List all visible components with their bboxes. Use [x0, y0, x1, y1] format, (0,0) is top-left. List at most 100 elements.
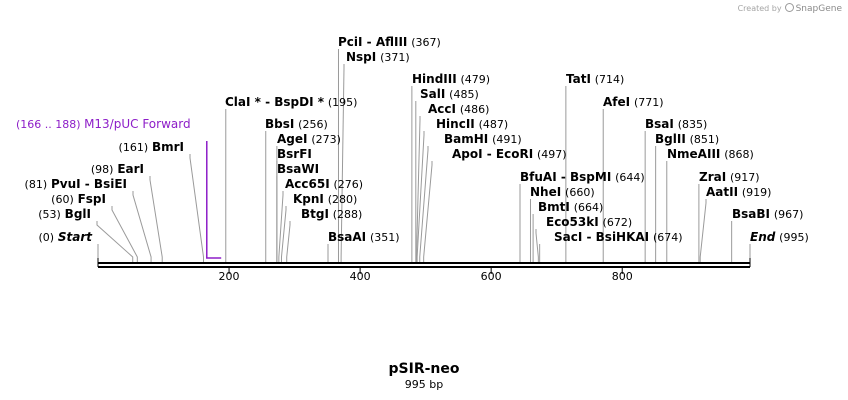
site-label-eco53ki[interactable]: Eco53kI (672) — [546, 215, 632, 229]
site-name: BmtI — [538, 200, 570, 214]
site-label-hincii[interactable]: HincII (487) — [436, 117, 508, 131]
site-label-aatii[interactable]: AatII (919) — [706, 185, 771, 199]
site-label-bsawi[interactable]: BsaWI — [277, 162, 319, 176]
site-label-pcii-afliii[interactable]: PciI - AflIII (367) — [338, 35, 441, 49]
site-label-acc65i[interactable]: Acc65I (276) — [285, 177, 363, 191]
primer-name: M13/pUC Forward — [84, 117, 191, 131]
site-name: AatII — [706, 185, 738, 199]
site-label-apoi-ecori[interactable]: ApoI - EcoRI (497) — [452, 147, 567, 161]
site-name: ClaI * - BspDI * — [225, 95, 325, 109]
site-position: (161) — [119, 141, 149, 154]
site-label-kpni[interactable]: KpnI (280) — [293, 192, 357, 206]
site-label-bamhi[interactable]: BamHI (491) — [444, 132, 522, 146]
site-label-pvui-bsiei[interactable]: (81) PvuI - BsiEI — [25, 177, 127, 191]
site-name: BglII — [655, 132, 686, 146]
leader-line-bgli — [96, 221, 134, 263]
site-position: (81) — [25, 178, 48, 191]
primer-label[interactable]: (166 .. 188) M13/pUC Forward — [16, 117, 191, 131]
leader-lines — [96, 49, 751, 263]
site-label-nmeaiii[interactable]: NmeAIII (868) — [667, 147, 754, 161]
leader-line-apoi-ecori — [423, 161, 433, 263]
site-position: (256) — [298, 118, 328, 131]
leader-line-acc65i — [278, 191, 284, 263]
axis-tick-label: 800 — [612, 270, 633, 283]
credit-brand: SnapGene — [795, 4, 842, 14]
site-name: SalI — [420, 87, 445, 101]
site-label-saci-bsihkai[interactable]: SacI - BsiHKAI (674) — [554, 230, 683, 244]
site-name: NmeAIII — [667, 147, 720, 161]
leader-line-eco53ki — [535, 229, 539, 263]
site-position: (195) — [328, 96, 358, 109]
axis-tick-label: 600 — [481, 270, 502, 283]
leader-line-btgi — [286, 221, 291, 263]
site-label-bfuai-bspmi[interactable]: BfuAI - BspMI (644) — [520, 170, 645, 184]
site-label-nspi[interactable]: NspI (371) — [346, 50, 410, 64]
site-label-start[interactable]: (0) Start — [38, 230, 93, 244]
site-label-bglii[interactable]: BglII (851) — [655, 132, 719, 146]
site-label-bsabi[interactable]: BsaBI (967) — [732, 207, 803, 221]
site-position: (672) — [603, 216, 633, 229]
site-label-bsrfi[interactable]: BsrFI — [277, 147, 312, 161]
site-name: TatI — [566, 72, 591, 86]
plasmid-name: pSIR-neo — [388, 361, 460, 377]
site-label-tati[interactable]: TatI (714) — [566, 72, 624, 86]
site-name: Start — [58, 230, 93, 244]
site-label-afei[interactable]: AfeI (771) — [603, 95, 664, 109]
site-position: (479) — [461, 73, 491, 86]
site-label-bgli[interactable]: (53) BglI — [38, 207, 91, 221]
site-position: (674) — [653, 231, 683, 244]
site-position: (917) — [730, 171, 760, 184]
site-name: BamHI — [444, 132, 488, 146]
site-label-bmti[interactable]: BmtI (664) — [538, 200, 603, 214]
site-label-agei[interactable]: AgeI (273) — [277, 132, 341, 146]
site-label-nhei[interactable]: NheI (660) — [530, 185, 595, 199]
site-label-zrai[interactable]: ZraI (917) — [699, 170, 760, 184]
site-name: SacI - BsiHKAI — [554, 230, 649, 244]
site-name: HincII — [436, 117, 475, 131]
site-name: AfeI — [603, 95, 630, 109]
site-label-clai-bspdi[interactable]: ClaI * - BspDI * (195) — [225, 95, 357, 109]
site-name: PvuI - BsiEI — [51, 177, 127, 191]
site-name: PciI - AflIII — [338, 35, 407, 49]
site-label-eari[interactable]: (98) EarI — [91, 162, 144, 176]
site-label-hindiii[interactable]: HindIII (479) — [412, 72, 490, 86]
site-label-bbsi[interactable]: BbsI (256) — [265, 117, 328, 131]
site-name: HindIII — [412, 72, 457, 86]
site-position: (664) — [574, 201, 604, 214]
leader-line-aatii — [699, 199, 707, 263]
site-name: BsaAI — [328, 230, 366, 244]
site-label-bmri[interactable]: (161) BmrI — [119, 140, 184, 154]
primer-arrow[interactable] — [206, 141, 222, 259]
site-position: (660) — [565, 186, 595, 199]
site-label-end[interactable]: End (995) — [750, 230, 809, 244]
leader-line-nspi — [340, 64, 345, 263]
leader-line-pvui-bsiei — [132, 191, 152, 263]
plasmid-size: 995 bp — [404, 378, 444, 391]
site-name: EarI — [117, 162, 144, 176]
site-name: AccI — [428, 102, 456, 116]
site-position: (771) — [634, 96, 664, 109]
site-label-bsaai[interactable]: BsaAI (351) — [328, 230, 400, 244]
site-position: (868) — [724, 148, 754, 161]
site-position: (714) — [595, 73, 625, 86]
site-label-bsai[interactable]: BsaI (835) — [645, 117, 707, 131]
site-label-btgi[interactable]: BtgI (288) — [301, 207, 362, 221]
site-position: (273) — [311, 133, 341, 146]
site-position: (276) — [334, 178, 364, 191]
leader-line-kpni — [280, 206, 287, 263]
site-label-fspi[interactable]: (60) FspI — [51, 192, 106, 206]
site-position: (487) — [479, 118, 509, 131]
site-label-sali[interactable]: SalI (485) — [420, 87, 479, 101]
site-name: NspI — [346, 50, 376, 64]
site-name: BsaI — [645, 117, 674, 131]
site-position: (371) — [380, 51, 410, 64]
site-position: (485) — [449, 88, 479, 101]
primer-range: (166 .. 188) — [16, 118, 81, 131]
site-name: KpnI — [293, 192, 324, 206]
site-position: (351) — [370, 231, 400, 244]
axis-tick-label: 400 — [350, 270, 371, 283]
site-position: (967) — [774, 208, 804, 221]
site-name: BmrI — [152, 140, 184, 154]
site-label-acci[interactable]: AccI (486) — [428, 102, 489, 116]
site-position: (644) — [615, 171, 645, 184]
